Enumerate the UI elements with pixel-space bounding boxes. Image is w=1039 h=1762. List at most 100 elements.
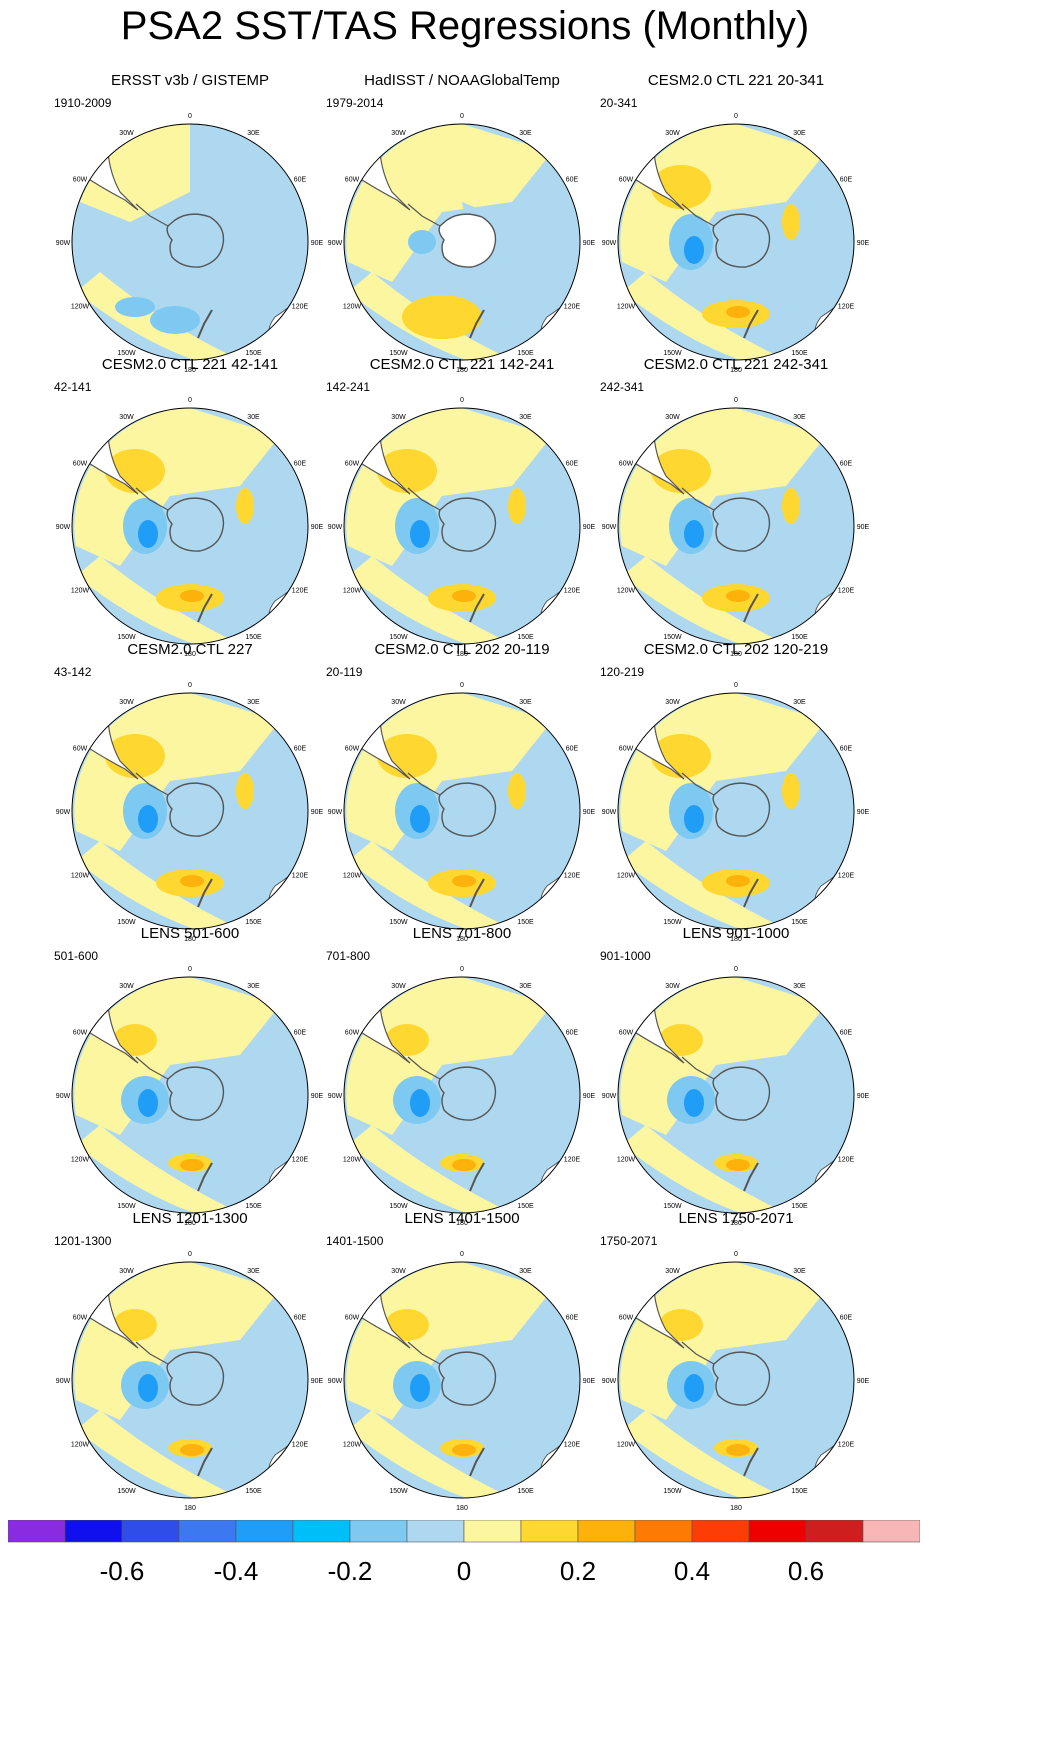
longitude-label: 60W xyxy=(73,177,88,184)
longitude-label: 90E xyxy=(583,1093,596,1100)
antarctic-peninsula xyxy=(135,772,169,796)
longitude-label: 180 xyxy=(730,936,742,941)
panel-years: 1750-2071 xyxy=(600,1234,658,1248)
longitude-label: 180 xyxy=(730,651,742,656)
warm-anomaly-core xyxy=(726,1444,750,1456)
longitude-label: 0 xyxy=(460,397,464,404)
panel-title: HadISST / NOAAGlobalTemp xyxy=(364,72,560,89)
longitude-label: 60E xyxy=(840,746,853,753)
colorbar-tick-label: 0 xyxy=(457,1556,471,1586)
longitude-label: 0 xyxy=(734,113,738,120)
longitude-label: 60E xyxy=(294,177,307,184)
longitude-label: 120E xyxy=(838,1442,855,1449)
map-boundary-circle xyxy=(71,692,309,930)
longitude-label: 90W xyxy=(328,1093,343,1100)
polar-stereographic-map: 0 30E 60E 90E 120E 150E 180 150W 120W 90W 60W 30W xyxy=(56,682,324,941)
colorbar: -0.6 -0.4 -0.2 0 0.2 0.4 0.6 xyxy=(8,1520,920,1586)
cold-anomaly-core xyxy=(684,1374,704,1402)
warm-anomaly-core xyxy=(726,875,750,887)
longitude-label: 0 xyxy=(188,1251,192,1258)
positive-anomaly-region xyxy=(622,1125,786,1213)
panel-years: 1979-2014 xyxy=(326,96,384,110)
longitude-label: 0 xyxy=(734,966,738,973)
antarctic-peninsula xyxy=(135,1341,169,1365)
longitude-label: 30E xyxy=(247,699,260,706)
negative-anomaly-region xyxy=(482,1065,580,1181)
longitude-label: 120W xyxy=(617,304,636,311)
warm-anomaly-blob xyxy=(113,1024,157,1056)
panel-title: CESM2.0 CTL 202 20-119 xyxy=(374,641,550,658)
longitude-label: 60W xyxy=(345,1315,360,1322)
new-zealand-coastline xyxy=(469,878,485,908)
longitude-label: 150E xyxy=(791,1203,808,1210)
longitude-label: 90E xyxy=(311,240,324,247)
longitude-label: 180 xyxy=(730,1505,742,1510)
longitude-label: 90E xyxy=(311,1093,324,1100)
antarctic-peninsula xyxy=(135,203,169,227)
colorbar-tick-label: 0.2 xyxy=(560,1556,596,1586)
figure-title: PSA2 SST/TAS Regressions (Monthly) xyxy=(120,4,810,48)
cold-anomaly-blob xyxy=(115,297,155,317)
longitude-label: 60W xyxy=(73,746,88,753)
antarctic-peninsula xyxy=(135,487,169,511)
longitude-label: 120W xyxy=(343,588,362,595)
map-panel: LENS 901-1000 0 30E 60E 90E 120E 150E 180 150W 12… xyxy=(586,925,886,1225)
panel-title: LENS 1201-1300 xyxy=(132,1210,248,1227)
antarctica-coastline xyxy=(166,497,225,552)
cold-anomaly-core xyxy=(684,805,704,833)
longitude-label: 150E xyxy=(245,1203,262,1210)
new-zealand-coastline xyxy=(197,1447,213,1477)
cold-anomaly-core xyxy=(138,805,158,833)
negative-anomaly-region xyxy=(756,781,854,897)
colorbar-swatch xyxy=(463,1520,522,1543)
longitude-label: 180 xyxy=(184,1505,196,1510)
longitude-label: 30E xyxy=(247,130,260,137)
positive-anomaly-region xyxy=(80,124,190,222)
panel-title: CESM2.0 CTL 227 xyxy=(127,641,253,658)
longitude-label: 150E xyxy=(245,919,262,926)
longitude-label: 120E xyxy=(292,1442,309,1449)
longitude-label: 90E xyxy=(583,240,596,247)
panel-title: CESM2.0 CTL 221 242-341 xyxy=(643,356,829,373)
panel-title: CESM2.0 CTL 221 142-241 xyxy=(369,356,555,373)
warm-anomaly-core xyxy=(180,1159,204,1171)
colorbar-tick-label: -0.6 xyxy=(100,1556,145,1586)
longitude-label: 90W xyxy=(602,1378,617,1385)
panel-title: CESM2.0 CTL 221 42-141 xyxy=(101,356,279,373)
cold-anomaly-core xyxy=(138,520,158,548)
longitude-label: 120E xyxy=(564,304,581,311)
longitude-label: 0 xyxy=(734,1251,738,1258)
polar-stereographic-map: 0 30E 60E 90E 120E 150E 180 150W 120W 90W 60W 30W xyxy=(602,1251,870,1510)
longitude-label: 150E xyxy=(517,634,534,641)
warm-anomaly-blob xyxy=(385,1024,429,1056)
longitude-label: 90W xyxy=(56,240,71,247)
antarctic-peninsula xyxy=(681,487,715,511)
map-panel: CESM2.0 CTL 202 120-219 0 30E 60E 90E 120E 150… xyxy=(586,641,886,941)
antarctica-coastline xyxy=(438,213,497,268)
longitude-label: 180 xyxy=(456,1220,468,1225)
longitude-label: 0 xyxy=(188,397,192,404)
cold-anomaly-core xyxy=(410,1089,430,1117)
longitude-label: 60W xyxy=(345,1030,360,1037)
antarctic-peninsula xyxy=(135,1056,169,1080)
antarctic-peninsula xyxy=(681,772,715,796)
antarctic-peninsula xyxy=(681,203,715,227)
negative-anomaly-region xyxy=(756,1350,854,1466)
longitude-label: 150W xyxy=(663,1203,682,1210)
map-boundary-circle xyxy=(71,407,309,645)
longitude-label: 150W xyxy=(389,350,408,357)
warm-anomaly-core xyxy=(452,1159,476,1171)
longitude-label: 90W xyxy=(56,1378,71,1385)
colorbar-swatch xyxy=(292,1520,351,1543)
new-zealand-coastline xyxy=(469,309,485,339)
warm-anomaly-core xyxy=(180,1444,204,1456)
longitude-label: 150W xyxy=(117,350,136,357)
polar-stereographic-map: 0 30E 60E 90E 120E 150E 180 150W 120W 90W 60W 30W xyxy=(602,682,870,941)
longitude-label: 30W xyxy=(119,699,134,706)
panel-years: 42-141 xyxy=(54,380,92,394)
polar-stereographic-map: 0 30E 60E 90E 120E 150E 180 150W 120W 90W 60W 30W xyxy=(328,113,596,372)
longitude-label: 60W xyxy=(619,746,634,753)
polar-stereographic-map: 0 30E 60E 90E 120E 150E 180 150W 120W 90W 60W 30W xyxy=(328,966,596,1225)
longitude-label: 150W xyxy=(117,1488,136,1495)
longitude-label: 120E xyxy=(292,1157,309,1164)
